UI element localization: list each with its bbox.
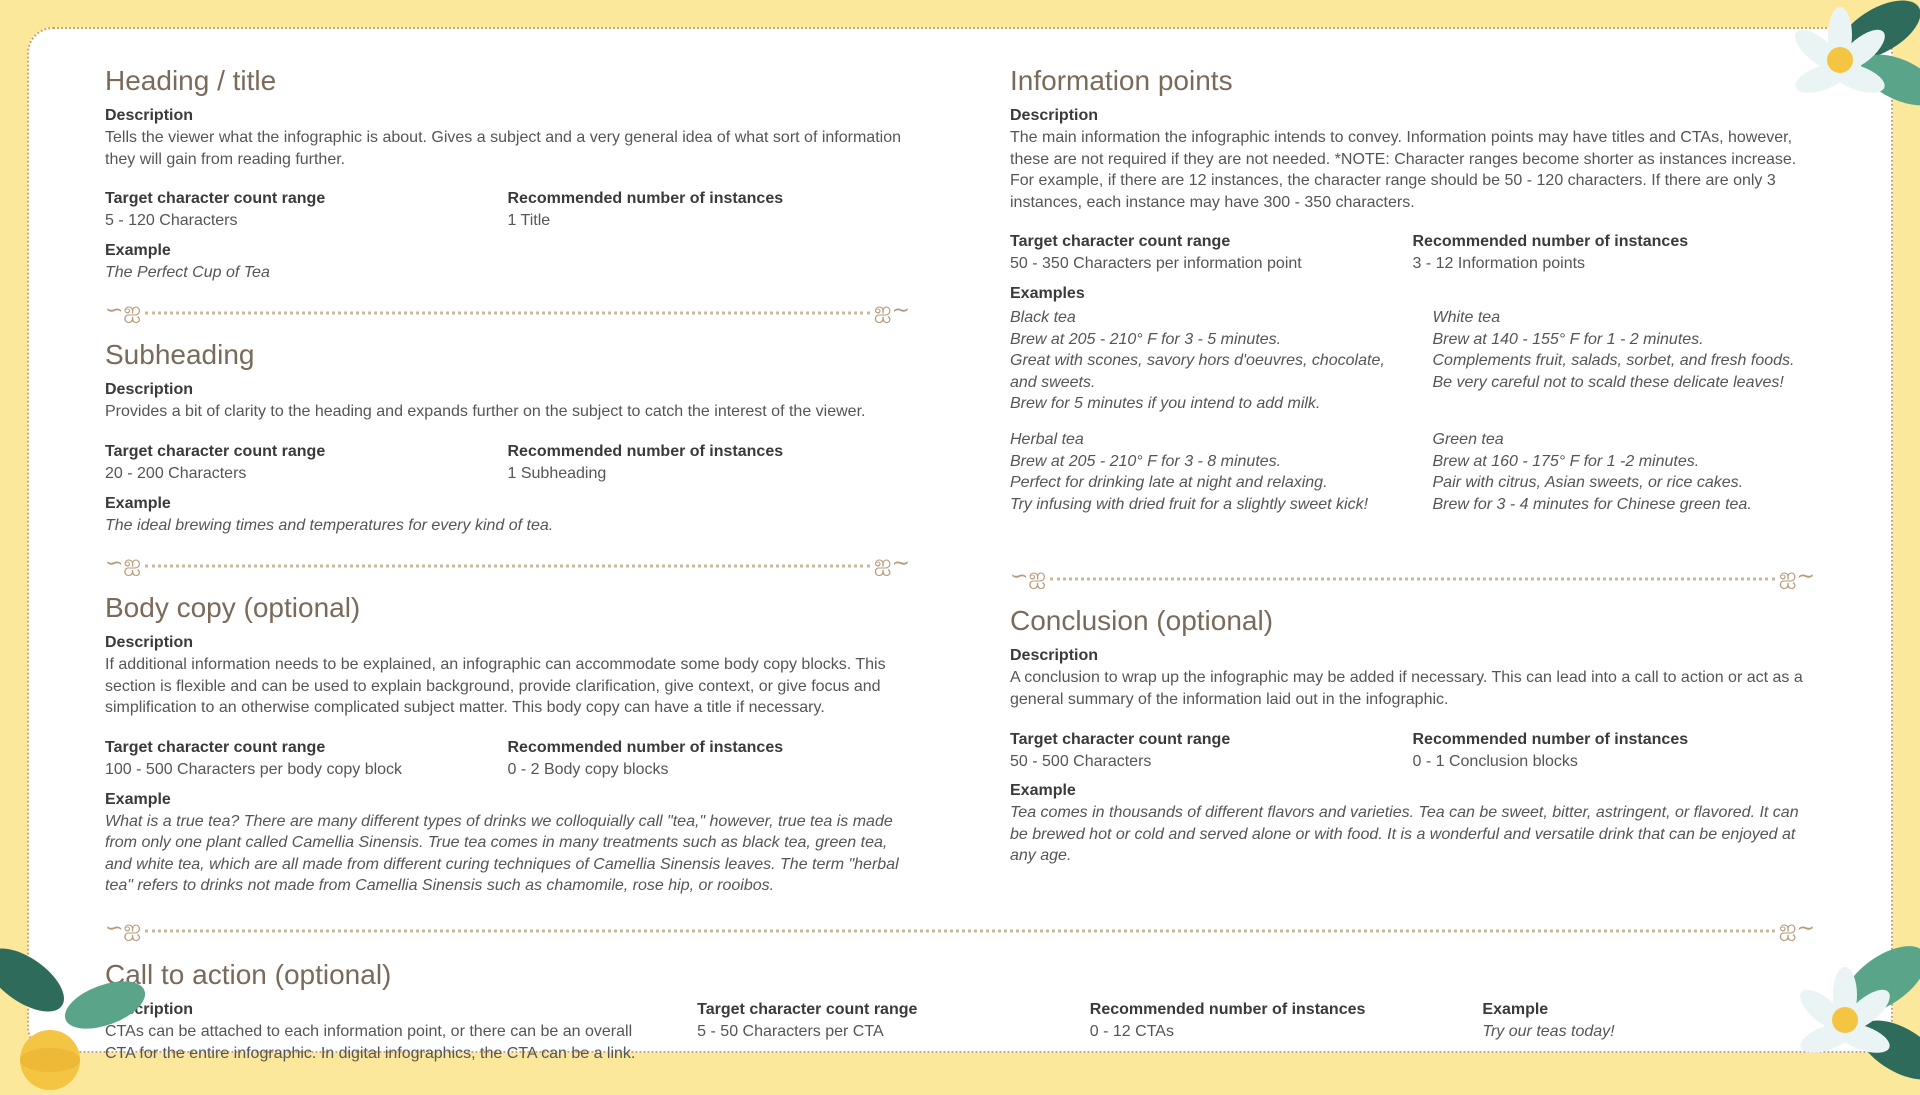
example-line: Brew at 140 - 155° F for 1 - 2 minutes.: [1433, 329, 1816, 351]
examples-label: Examples: [1010, 285, 1815, 303]
ornament-icon: ஐ∼: [874, 550, 910, 579]
description-label: Description: [105, 634, 910, 652]
example-line: Great with scones, savory hors d'oeuvres…: [1010, 350, 1393, 393]
instances-label: Recommended number of instances: [1090, 1001, 1423, 1019]
instances-label: Recommended number of instances: [1413, 731, 1816, 749]
instances-label: Recommended number of instances: [508, 739, 911, 757]
example-label: Example: [105, 242, 910, 260]
conclusion-title: Conclusion (optional): [1010, 605, 1815, 637]
heading-desc: Tells the viewer what the infographic is…: [105, 127, 910, 170]
cta-desc: CTAs can be attached to each information…: [105, 1021, 637, 1064]
range-label: Target character count range: [105, 443, 508, 461]
body-title: Body copy (optional): [105, 592, 910, 624]
info-instances: 3 - 12 Information points: [1413, 253, 1816, 275]
ornament-icon: ∽ஐ: [105, 297, 141, 326]
example-label: Example: [105, 791, 910, 809]
ornament-icon: ஐ∼: [874, 297, 910, 326]
floral-corner-icon: [1750, 910, 1920, 1090]
example-tea-title: Green tea: [1433, 429, 1816, 451]
range-label: Target character count range: [105, 190, 508, 208]
description-label: Description: [105, 107, 910, 125]
divider-full: ∽ஐ ஐ∼: [105, 919, 1815, 943]
heading-range: 5 - 120 Characters: [105, 210, 508, 232]
conclusion-instances: 0 - 1 Conclusion blocks: [1413, 751, 1816, 773]
example-tea-title: Herbal tea: [1010, 429, 1393, 451]
example-label: Example: [1010, 782, 1815, 800]
subheading-title: Subheading: [105, 339, 910, 371]
example-line: Perfect for drinking late at night and r…: [1010, 472, 1393, 494]
example-line: Brew at 160 - 175° F for 1 -2 minutes.: [1433, 451, 1816, 473]
example-line: Try infusing with dried fruit for a slig…: [1010, 494, 1393, 516]
example-line: Brew for 5 minutes if you intend to add …: [1010, 393, 1393, 415]
divider: ∽ஐ ஐ∼: [1010, 567, 1815, 591]
example-line: Brew for 3 - 4 minutes for Chinese green…: [1433, 494, 1816, 516]
description-label: Description: [105, 1001, 637, 1019]
left-column: Heading / title Description Tells the vi…: [105, 65, 910, 897]
example-tea-title: White tea: [1433, 307, 1816, 329]
range-label: Target character count range: [697, 1001, 1030, 1019]
example-label: Example: [105, 495, 910, 513]
info-desc: The main information the infographic int…: [1010, 127, 1815, 213]
subheading-example: The ideal brewing times and temperatures…: [105, 515, 910, 537]
instances-label: Recommended number of instances: [508, 190, 911, 208]
body-range: 100 - 500 Characters per body copy block: [105, 759, 508, 781]
heading-instances: 1 Title: [508, 210, 911, 232]
content-area: Heading / title Description Tells the vi…: [105, 65, 1815, 1064]
divider: ∽ஐ ஐ∼: [105, 554, 910, 578]
heading-title: Heading / title: [105, 65, 910, 97]
conclusion-example: Tea comes in thousands of different flav…: [1010, 802, 1815, 867]
conclusion-range: 50 - 500 Characters: [1010, 751, 1413, 773]
range-label: Target character count range: [105, 739, 508, 757]
example-line: Be very careful not to scald these delic…: [1433, 372, 1816, 394]
body-desc: If additional information needs to be ex…: [105, 654, 910, 719]
description-label: Description: [1010, 647, 1815, 665]
example-line: Pair with citrus, Asian sweets, or rice …: [1433, 472, 1816, 494]
subheading-desc: Provides a bit of clarity to the heading…: [105, 401, 910, 423]
info-range: 50 - 350 Characters per information poin…: [1010, 253, 1413, 275]
instances-label: Recommended number of instances: [1413, 233, 1816, 251]
example-line: Brew at 205 - 210° F for 3 - 5 minutes.: [1010, 329, 1393, 351]
ornament-icon: ஐ∼: [1779, 563, 1815, 592]
body-instances: 0 - 2 Body copy blocks: [508, 759, 911, 781]
page-frame: Heading / title Description Tells the vi…: [25, 25, 1895, 1055]
cta-instances: 0 - 12 CTAs: [1090, 1021, 1423, 1043]
range-label: Target character count range: [1010, 731, 1413, 749]
cta-title: Call to action (optional): [105, 959, 1815, 991]
cta-range: 5 - 50 Characters per CTA: [697, 1021, 1030, 1043]
ornament-icon: ∽ஐ: [1010, 563, 1046, 592]
description-label: Description: [1010, 107, 1815, 125]
subheading-range: 20 - 200 Characters: [105, 463, 508, 485]
floral-corner-icon: [0, 910, 170, 1090]
heading-example: The Perfect Cup of Tea: [105, 262, 910, 284]
ornament-icon: ∽ஐ: [105, 550, 141, 579]
example-tea-title: Black tea: [1010, 307, 1393, 329]
body-example: What is a true tea? There are many diffe…: [105, 811, 910, 897]
example-line: Complements fruit, salads, sorbet, and f…: [1433, 350, 1816, 372]
right-column: Information points Description The main …: [1010, 65, 1815, 897]
divider: ∽ஐ ஐ∼: [105, 301, 910, 325]
instances-label: Recommended number of instances: [508, 443, 911, 461]
example-line: Brew at 205 - 210° F for 3 - 8 minutes.: [1010, 451, 1393, 473]
description-label: Description: [105, 381, 910, 399]
info-title: Information points: [1010, 65, 1815, 97]
range-label: Target character count range: [1010, 233, 1413, 251]
subheading-instances: 1 Subheading: [508, 463, 911, 485]
floral-corner-icon: [1750, 0, 1920, 170]
conclusion-desc: A conclusion to wrap up the infographic …: [1010, 667, 1815, 710]
